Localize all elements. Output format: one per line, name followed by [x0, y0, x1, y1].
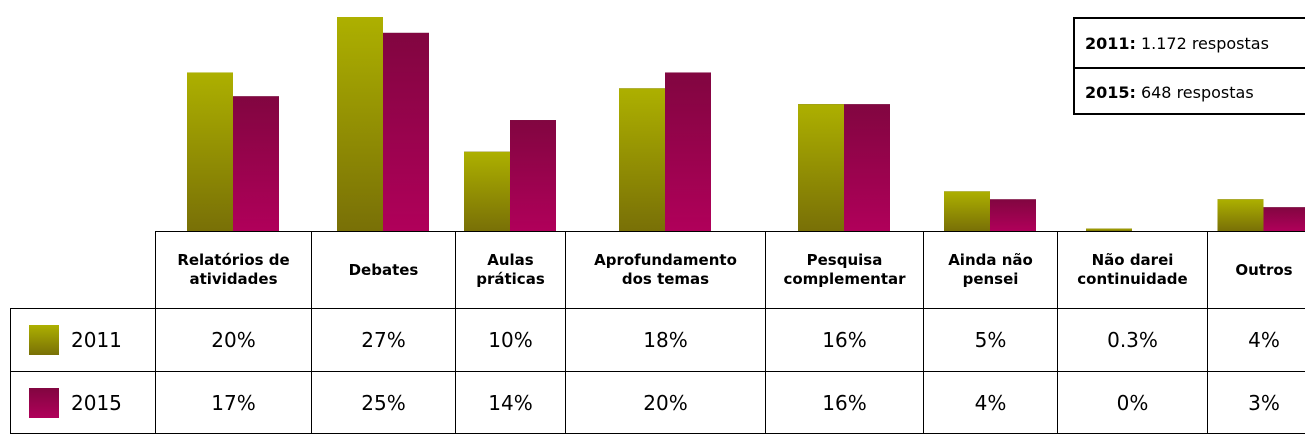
value-label: 5%: [923, 308, 1058, 372]
legend-swatch: [29, 325, 59, 355]
bar-fill: [1086, 228, 1132, 231]
bar-fill: [337, 17, 383, 231]
value-label: 16%: [765, 371, 924, 434]
bar-fill: [383, 32, 429, 231]
bar: [619, 88, 665, 231]
category-label: Relatórios de atividades: [155, 231, 312, 309]
value-label: 18%: [565, 308, 766, 372]
bar: [944, 191, 990, 231]
value-label: 20%: [565, 371, 766, 434]
bar-fill: [619, 88, 665, 231]
value-label: 0%: [1057, 371, 1208, 434]
bar-fill: [464, 151, 510, 231]
bar: [665, 72, 711, 232]
bar-fill: [1217, 199, 1264, 231]
bar: [464, 151, 510, 231]
bar-fill: [844, 104, 890, 231]
bar-fill: [187, 72, 233, 232]
value-label: 3%: [1207, 371, 1305, 434]
category-label: Pesquisa complementar: [765, 231, 924, 309]
bar: [510, 120, 556, 231]
bar: [1217, 199, 1264, 231]
note-text: 648 respostas: [1140, 82, 1254, 102]
bar-fill: [665, 72, 711, 232]
note-label: 2015:: [1085, 82, 1136, 102]
value-label: 25%: [311, 371, 456, 434]
value-label: 27%: [311, 308, 456, 372]
bar-fill: [1263, 207, 1305, 231]
bar-fill: [990, 199, 1036, 231]
value-label: 0.3%: [1057, 308, 1208, 372]
bar: [337, 17, 383, 231]
category-label: Aprofundamento dos temas: [565, 231, 766, 309]
note-text: 1.172 respostas: [1140, 33, 1269, 53]
note-label: 2011:: [1085, 33, 1136, 53]
bar: [1263, 207, 1305, 231]
value-label: 4%: [923, 371, 1058, 434]
legend-label: 2011: [71, 328, 122, 352]
legend-label: 2015: [71, 390, 122, 415]
bar: [990, 199, 1036, 231]
bar: [383, 32, 429, 231]
legend-note: 2015: 648 respostas: [1075, 67, 1305, 115]
bar: [844, 104, 890, 231]
bar: [798, 104, 844, 231]
bar-fill: [510, 120, 556, 231]
category-label: Debates: [311, 231, 456, 309]
bar: [1086, 228, 1132, 231]
value-label: 16%: [765, 308, 924, 372]
bar-area: [187, 17, 1305, 232]
bar: [187, 72, 233, 232]
bar-fill: [944, 191, 990, 231]
legend-note: 2011: 1.172 respostas: [1075, 19, 1305, 67]
value-label: 20%: [155, 308, 312, 372]
bar-fill: [798, 104, 844, 231]
value-label: 17%: [155, 371, 312, 434]
category-label: Ainda não pensei: [923, 231, 1058, 309]
value-label: 10%: [455, 308, 566, 372]
category-label: Não darei continuidade: [1057, 231, 1208, 309]
legend-box: 2011: 1.172 respostas 2015: 648 respostas: [1073, 17, 1305, 115]
category-label: Aulas práticas: [455, 231, 566, 309]
legend-row: 2015: [10, 371, 156, 434]
bar: [233, 96, 279, 231]
value-label: 14%: [455, 371, 566, 434]
bar-fill: [233, 96, 279, 231]
legend-row: 2011: [10, 308, 156, 372]
legend-swatch: [29, 387, 59, 418]
value-label: 4%: [1207, 308, 1305, 372]
category-label: Outros: [1207, 231, 1305, 309]
